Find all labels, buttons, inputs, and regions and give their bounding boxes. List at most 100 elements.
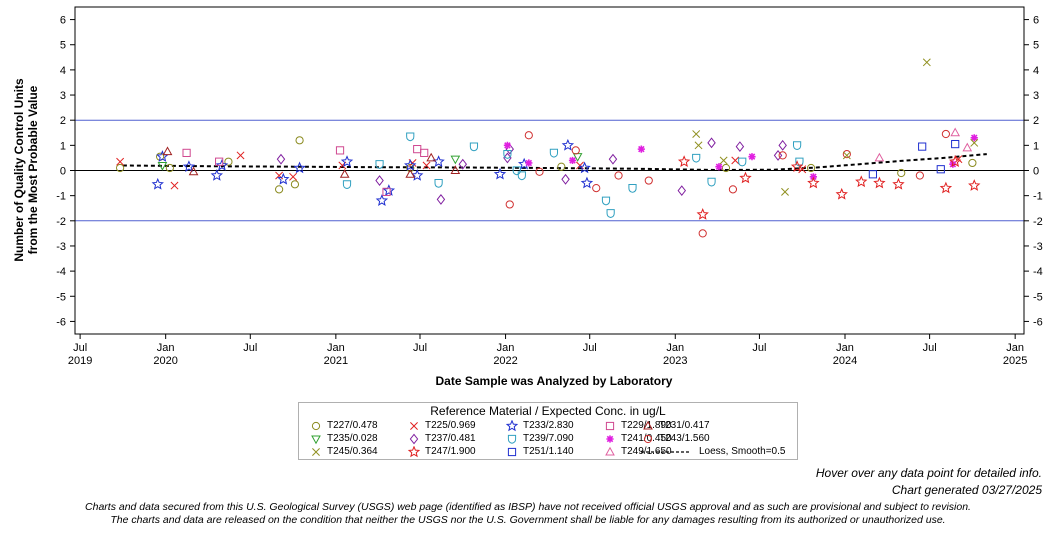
data-point [289,172,298,181]
data-point [275,185,284,194]
data-point [790,160,804,172]
data-point [578,161,591,174]
data-point [739,171,752,184]
legend-symbol [643,434,653,444]
x-tick-label: Jan [666,342,684,354]
data-point [939,181,953,194]
legend-symbol [407,446,421,458]
x-tick-label: Jul [752,342,766,354]
data-point [807,176,820,189]
data-point [277,172,290,185]
data-point [406,132,415,142]
legend-label: T241/0.450 [621,433,672,444]
data-point [512,166,521,176]
y-tick-label: 2 [60,115,66,127]
legend-marker [641,451,691,453]
data-point [116,157,125,166]
y-tick-label: -2 [56,216,66,228]
data-point [842,151,851,160]
data-point [580,176,594,189]
legend-label: Loess, Smooth=0.5 [699,446,786,457]
data-point [806,163,816,173]
legend-symbol [605,421,615,431]
data-point [694,141,703,150]
data-point [450,165,461,174]
data-point [692,130,701,138]
data-point [382,187,391,196]
data-point [116,163,125,173]
legend-marker [410,422,418,430]
y-tick-label-right: 3 [1033,90,1039,102]
y-tick-label: 0 [60,166,66,178]
y-tick-label-right: -4 [1033,266,1043,278]
legend-marker [505,420,519,432]
legend-marker [606,435,614,443]
data-point [601,196,611,206]
legend-symbol [312,448,320,456]
legend-label: T233/2.830 [523,420,574,431]
y-tick-label: 4 [60,65,66,77]
data-point [628,184,637,193]
legend-marker [311,435,321,445]
x-tick-year-label: 2024 [833,355,857,367]
legend-label: T235/0.028 [327,433,378,444]
x-tick-label: Jul [413,342,427,354]
data-point [748,153,756,161]
data-point [170,181,179,190]
data-point [335,146,345,155]
y-tick-label: -6 [56,316,66,328]
legend-label: T225/0.969 [425,420,476,431]
data-point [941,129,950,139]
legend-symbol [507,434,517,444]
y-tick-label: 1 [60,140,66,152]
y-tick-label-right: -5 [1033,291,1043,303]
data-point [721,163,731,173]
legend-marker [643,434,653,444]
legend-label: T231/0.417 [659,420,710,431]
x-tick-label: Jul [923,342,937,354]
data-point [557,162,566,171]
data-point [576,161,584,170]
data-point [503,152,512,164]
x-tick-label: Jul [243,342,257,354]
data-point [151,177,164,190]
y-tick-label: -4 [56,266,66,278]
data-point [182,148,191,157]
legend-marker [407,446,421,458]
legend-label: T237/0.481 [425,433,476,444]
data-point [450,155,461,165]
y-axis-title-line2: from the Most Probable Value [26,85,40,254]
data-point [922,58,931,67]
legend-marker [605,421,615,431]
data-point [696,208,709,220]
data-point [892,177,905,190]
data-point [951,139,960,149]
data-point [792,141,802,151]
data-point [707,137,716,149]
data-point [215,157,224,166]
data-point [469,142,479,152]
data-point [503,141,512,149]
generated-note: Chart generated 03/27/2025 [891,483,1042,497]
data-point [517,171,526,181]
data-point [236,151,245,160]
data-point [606,209,615,218]
data-point [420,148,429,157]
data-point [404,158,417,171]
legend-title: Reference Material / Expected Conc. in u… [430,404,666,418]
y-tick-label: 3 [60,90,66,102]
y-tick-label: -1 [56,191,66,203]
data-point [835,187,848,200]
data-point [503,150,512,159]
data-point [524,131,533,140]
data-point [719,156,728,165]
y-tick-label: -5 [56,291,66,303]
legend-marker [643,420,653,430]
legend-marker [605,446,615,456]
data-point [968,158,977,168]
data-point [970,138,979,147]
x-tick-label: Jan [1006,342,1024,354]
data-point [954,155,963,164]
data-point [568,156,577,165]
x-tick-label: Jan [327,342,345,354]
